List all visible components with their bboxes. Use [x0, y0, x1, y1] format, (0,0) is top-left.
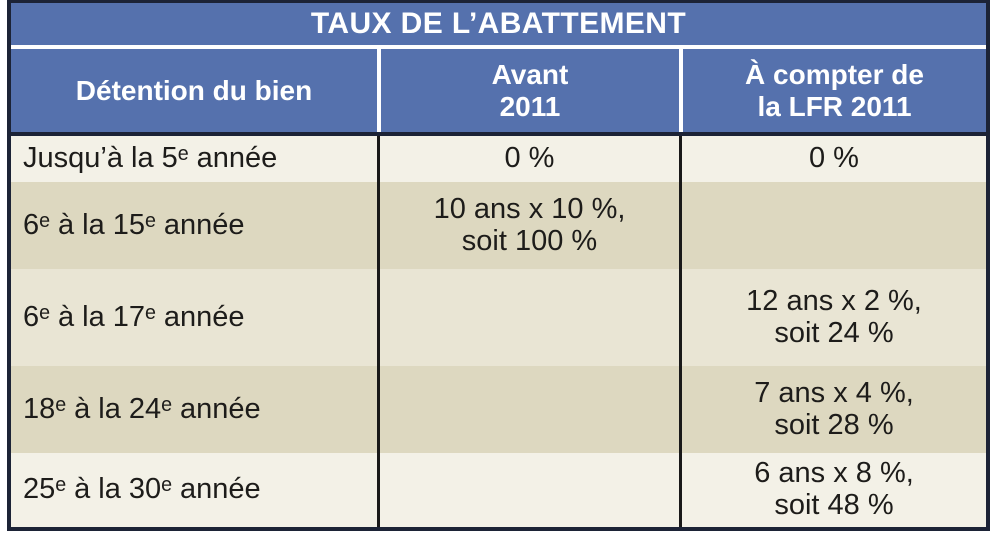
- cell-avant-2011: 0 %: [377, 136, 679, 182]
- cell-avant-2011: [377, 366, 679, 453]
- abatement-rate-table: TAUX DE L’ABATTEMENT Détention du bien A…: [7, 0, 990, 531]
- cell-detention: 25ᵉ à la 30ᵉ année: [23, 473, 261, 506]
- cell-lfr-2011: 7 ans x 4 %, soit 28 %: [679, 366, 986, 453]
- header-divider: [11, 132, 986, 136]
- cell-detention: Jusqu’à la 5ᵉ année: [23, 142, 278, 175]
- table-row: Jusqu’à la 5ᵉ année 0 % 0 %: [11, 136, 986, 182]
- column-header-detention: Détention du bien: [75, 74, 313, 106]
- column-header-lfr-2011: À compter de la LFR 2011: [679, 49, 986, 132]
- cell-detention: 6ᵉ à la 17ᵉ année: [23, 300, 245, 333]
- table-row: 6ᵉ à la 15ᵉ année 10 ans x 10 %, soit 10…: [11, 182, 986, 269]
- cell-lfr-2011: 0 %: [679, 136, 986, 182]
- cell-lfr-2011: [679, 182, 986, 269]
- table-row: 25ᵉ à la 30ᵉ année 6 ans x 8 %, soit 48 …: [11, 453, 986, 527]
- table-title: TAUX DE L’ABATTEMENT: [310, 7, 687, 40]
- cell-detention: 18ᵉ à la 24ᵉ année: [23, 392, 261, 425]
- cell-detention: 6ᵉ à la 15ᵉ année: [23, 208, 245, 241]
- table-body: Jusqu’à la 5ᵉ année 0 % 0 % 6ᵉ à la 15ᵉ …: [11, 136, 986, 527]
- title-divider: [11, 45, 986, 49]
- column-header-avant-2011: Avant 2011: [377, 49, 679, 132]
- table-row: 18ᵉ à la 24ᵉ année 7 ans x 4 %, soit 28 …: [11, 366, 986, 453]
- cell-avant-2011: 10 ans x 10 %, soit 100 %: [377, 182, 679, 269]
- cell-lfr-2011: 6 ans x 8 %, soit 48 %: [679, 453, 986, 527]
- cell-lfr-2011: 12 ans x 2 %, soit 24 %: [679, 269, 986, 366]
- cell-avant-2011: [377, 453, 679, 527]
- table-title-bar: TAUX DE L’ABATTEMENT: [11, 3, 986, 45]
- table-header-row: Détention du bien Avant 2011 À compter d…: [11, 49, 986, 132]
- cell-avant-2011: [377, 269, 679, 366]
- table-row: 6ᵉ à la 17ᵉ année 12 ans x 2 %, soit 24 …: [11, 269, 986, 366]
